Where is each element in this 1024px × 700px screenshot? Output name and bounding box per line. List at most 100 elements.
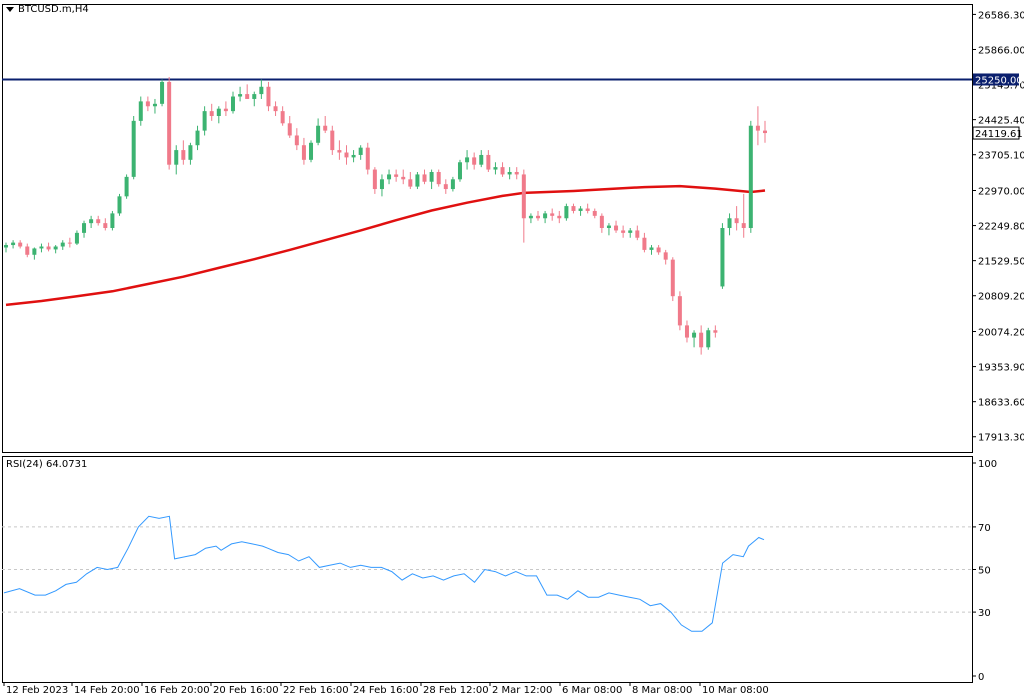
price-axis-label: 22970.00 [978, 187, 1024, 198]
bearish-candle [408, 179, 413, 187]
bullish-candle [117, 196, 122, 214]
bullish-candle [160, 81, 165, 104]
bullish-candle [578, 208, 583, 211]
price-axis-label: 22249.80 [978, 222, 1024, 233]
bullish-candle [564, 206, 569, 219]
bearish-candle [287, 123, 292, 136]
bearish-candle [536, 215, 541, 219]
rsi-axis-label: 100 [978, 459, 997, 470]
bullish-candle [60, 242, 65, 247]
bullish-candle [309, 142, 314, 160]
time-axis-label: 22 Feb 16:00 [283, 685, 349, 696]
bearish-candle [670, 259, 675, 297]
rsi-title: RSI(24) 64.0731 [6, 459, 88, 470]
bearish-candle [181, 150, 186, 160]
bullish-candle [606, 225, 611, 228]
bullish-candle [387, 174, 392, 180]
bearish-candle [755, 125, 760, 131]
bearish-candle [372, 169, 377, 190]
bullish-candle [11, 242, 16, 246]
bullish-candle [174, 150, 179, 165]
bullish-candle [450, 179, 455, 190]
bullish-candle [238, 94, 243, 97]
bullish-candle [429, 172, 434, 182]
bearish-candle [273, 106, 278, 112]
bearish-candle [145, 101, 150, 107]
bearish-candle [734, 218, 739, 224]
bearish-candle [337, 150, 342, 153]
price-axis-label: 20074.20 [978, 328, 1024, 339]
price-axis-label: 25866.00 [978, 45, 1024, 56]
bearish-candle [46, 246, 51, 250]
price-axis-label: 23705.10 [978, 151, 1024, 162]
bullish-candle [82, 223, 87, 233]
bullish-candle [649, 247, 654, 250]
bearish-candle [209, 111, 214, 116]
bearish-candle [394, 174, 399, 177]
bearish-candle [365, 147, 370, 170]
time-axis-label: 12 Feb 2023 [6, 685, 68, 696]
bearish-candle [684, 325, 689, 338]
bearish-candle [401, 176, 406, 180]
bullish-candle [216, 108, 221, 116]
time-axis-label: 6 Mar 08:00 [562, 685, 622, 696]
bullish-candle [32, 248, 37, 255]
bearish-candle [713, 330, 718, 333]
time-axis-label: 14 Feb 20:00 [74, 685, 140, 696]
bearish-candle [67, 242, 72, 244]
time-axis-label: 16 Feb 20:00 [144, 685, 210, 696]
bullish-candle [493, 167, 498, 170]
bearish-candle [103, 223, 108, 228]
bearish-candle [294, 135, 299, 146]
bullish-candle [124, 176, 129, 197]
bearish-candle [472, 157, 477, 165]
bearish-candle [422, 174, 427, 182]
bullish-candle [230, 96, 235, 112]
bullish-candle [415, 174, 420, 187]
chart-title[interactable]: BTCUSD.m,H4 [6, 4, 89, 15]
bullish-candle [727, 218, 732, 228]
bearish-candle [486, 154, 491, 170]
bearish-candle [25, 246, 30, 255]
bullish-candle [152, 103, 157, 107]
bearish-candle [301, 145, 306, 160]
time-axis-label: 2 Mar 12:00 [492, 685, 552, 696]
bearish-candle [741, 223, 746, 228]
bullish-candle [316, 125, 321, 143]
bearish-candle [635, 230, 640, 238]
bearish-candle [500, 167, 505, 175]
bullish-candle [4, 245, 8, 248]
bullish-candle [543, 213, 548, 219]
price-axis-label: 19353.90 [978, 363, 1024, 374]
price-axis-label: 21529.50 [978, 257, 1024, 268]
price-axis-label: 18633.60 [978, 398, 1024, 409]
dropdown-triangle-icon[interactable] [6, 6, 14, 12]
resistance-price-label: 25250.00 [975, 75, 1023, 86]
current-price-label: 24119.61 [975, 129, 1023, 140]
symbol-title: BTCUSD.m,H4 [18, 4, 89, 15]
bearish-candle [223, 108, 228, 112]
price-axis-label: 26586.30 [978, 10, 1024, 21]
bullish-candle [53, 246, 58, 250]
bearish-candle [585, 208, 590, 211]
bullish-candle [351, 154, 356, 158]
bearish-candle [699, 332, 704, 348]
bullish-candle [259, 86, 264, 95]
bullish-candle [628, 230, 633, 233]
bearish-candle [592, 210, 597, 216]
bullish-candle [195, 130, 200, 146]
bearish-candle [550, 213, 555, 216]
bullish-candle [706, 330, 711, 348]
bearish-candle [677, 296, 682, 326]
bearish-candle [614, 225, 619, 231]
bearish-candle [557, 215, 562, 219]
bearish-candle [344, 152, 349, 158]
bullish-candle [748, 125, 753, 228]
bearish-candle [330, 130, 335, 151]
bearish-candle [571, 206, 576, 211]
time-axis-label: 10 Mar 08:00 [702, 685, 769, 696]
time-axis-label: 28 Feb 12:00 [423, 685, 489, 696]
bullish-candle [379, 179, 384, 190]
price-axis-label: 24425.40 [978, 116, 1024, 127]
bullish-candle [465, 157, 470, 163]
